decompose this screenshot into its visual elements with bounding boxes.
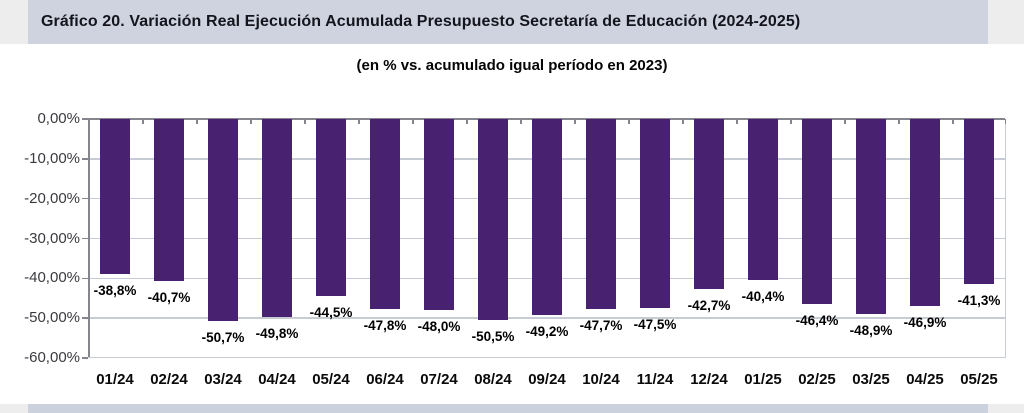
bar-value-label: -49,8% (255, 326, 299, 342)
bar-value-label: -47,5% (633, 317, 677, 333)
x-axis-label: 05/24 (312, 371, 350, 388)
bar (208, 119, 238, 321)
page-margin-right-bottom (988, 404, 1024, 413)
bar (694, 119, 724, 290)
header-band: Gráfico 20. Variación Real Ejecución Acu… (0, 0, 1024, 44)
x-axis-tick (898, 119, 900, 124)
x-axis-label: 03/24 (204, 371, 242, 388)
page-margin-right (988, 0, 1024, 44)
bar-value-label: -47,7% (579, 318, 623, 333)
x-axis-tick (196, 119, 198, 124)
x-axis: 01/24 02/24 03/24 04/24 05/24 06/24 07/24 08/24… (88, 369, 1006, 390)
x-axis-label: 09/24 (528, 371, 566, 388)
x-axis-tick (790, 119, 792, 124)
y-axis-label: -10,00% (24, 149, 80, 167)
bar-value-label: -42,7% (687, 298, 731, 314)
x-axis-tick (844, 119, 846, 124)
y-axis-label: -20,00% (24, 189, 80, 207)
x-axis-label: 05/25 (960, 371, 998, 388)
x-axis-tick (250, 119, 252, 124)
y-axis-tick (82, 277, 88, 280)
bar (802, 119, 832, 304)
x-axis-label: 04/25 (906, 371, 944, 388)
bottom-band (0, 404, 1024, 413)
bar-value-label: -49,2% (525, 323, 569, 339)
x-axis-tick (628, 119, 630, 124)
bar (586, 119, 616, 309)
x-axis-label: 02/24 (150, 371, 188, 388)
x-axis-label: 01/24 (96, 371, 134, 388)
x-axis-label: 04/24 (258, 371, 296, 388)
bar (424, 119, 454, 311)
bar (640, 119, 670, 309)
bar-value-label: -40,7% (147, 290, 191, 306)
bar-value-label: -50,7% (201, 329, 245, 345)
y-axis-tick (82, 197, 88, 200)
x-axis-tick (952, 119, 954, 124)
x-axis-label: 12/24 (690, 371, 728, 388)
y-axis-line (88, 119, 90, 357)
bar (748, 119, 778, 280)
plot-area: -38,8% -40,7% -50,7% -49,8% -44,5% -47,8% -48,… (88, 118, 1006, 358)
x-axis-tick (520, 119, 522, 124)
x-axis-tick (358, 119, 360, 124)
y-axis-label: 0,00% (37, 110, 80, 127)
x-axis-tick (88, 119, 90, 124)
x-axis-label: 07/24 (420, 371, 458, 388)
x-axis-label: 03/25 (852, 371, 890, 388)
x-axis-tick (682, 119, 684, 124)
x-axis-tick (142, 119, 144, 124)
bar-value-label: -48,9% (849, 322, 893, 338)
x-axis-label: 08/24 (474, 371, 512, 388)
bar-value-label: -50,5% (471, 329, 515, 345)
bar-value-label: -47,8% (363, 318, 407, 334)
gridline (88, 317, 1005, 319)
x-axis-tick (1004, 119, 1006, 124)
x-axis-label: 01/25 (744, 371, 782, 388)
x-axis-tick (736, 119, 738, 124)
bar (856, 119, 886, 314)
bar-value-label: -44,5% (309, 305, 353, 321)
bar-value-label: -38,8% (93, 282, 137, 298)
x-axis-label: 11/24 (636, 371, 674, 388)
bar (316, 119, 346, 297)
bar (532, 119, 562, 315)
bar (100, 119, 130, 274)
bar (478, 119, 508, 321)
bar (262, 119, 292, 318)
bar-value-label: -40,4% (741, 288, 785, 304)
y-axis-tick (82, 118, 88, 120)
x-axis-label: 02/25 (798, 371, 836, 388)
x-axis-label: 10/24 (582, 371, 620, 388)
chart-subtitle: (en % vs. acumulado igual período en 202… (356, 57, 668, 74)
y-axis-label: -50,00% (24, 309, 80, 327)
y-axis-tick (82, 237, 88, 240)
bar (964, 119, 994, 284)
bar-value-label: -46,9% (903, 314, 947, 330)
bottom-band-fill (28, 404, 988, 413)
y-axis-tick (82, 357, 88, 359)
x-axis-tick (412, 119, 414, 124)
y-axis-label: -60,00% (24, 349, 80, 366)
page-title: Gráfico 20. Variación Real Ejecución Acu… (41, 13, 801, 30)
y-axis-tick (82, 158, 88, 160)
y-axis-label: -40,00% (24, 269, 80, 287)
x-axis-label: 06/24 (366, 371, 404, 388)
page-margin-left-bottom (0, 404, 28, 413)
bar-value-label: -46,4% (795, 312, 839, 328)
bar-value-label: -48,0% (417, 319, 461, 335)
y-axis-tick (82, 317, 88, 319)
x-axis-tick (466, 119, 468, 124)
bar (370, 119, 400, 310)
bar (910, 119, 940, 306)
bar (154, 119, 184, 282)
y-axis-label: -30,00% (24, 229, 80, 247)
page-margin-left (0, 0, 28, 44)
title-band: Gráfico 20. Variación Real Ejecución Acu… (28, 0, 988, 44)
x-axis-tick (574, 119, 576, 124)
bar-value-label: -41,3% (957, 292, 1001, 308)
x-axis-tick (304, 119, 306, 124)
